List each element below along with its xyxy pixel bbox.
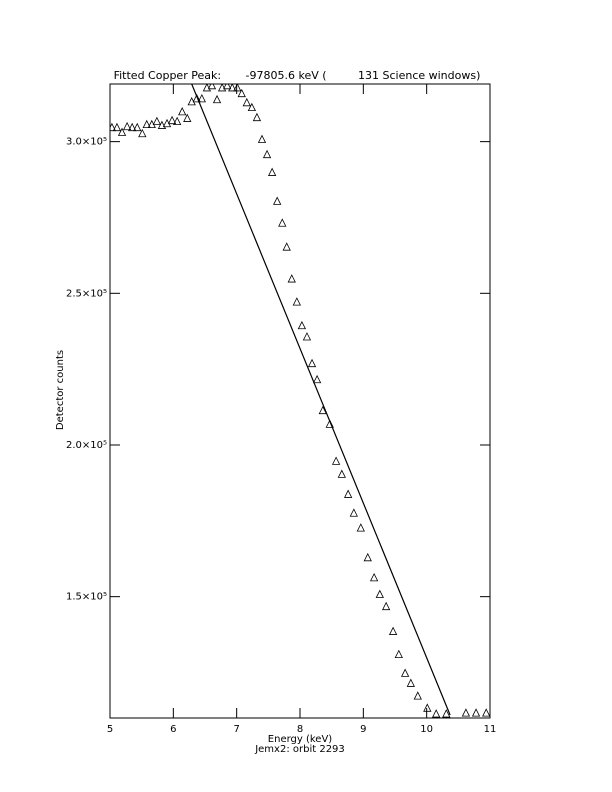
data-point [297, 320, 307, 330]
data-point [394, 649, 403, 658]
x-axis-label: Energy (keV) [268, 734, 333, 745]
data-point [413, 691, 422, 700]
y-tick-label: 2.5×10⁵ [66, 288, 107, 299]
x-tick-label: 10 [420, 724, 433, 735]
data-point [388, 626, 398, 635]
data-point [122, 121, 132, 131]
data-point [302, 332, 312, 341]
data-point [197, 93, 206, 103]
x-tick-label: 11 [484, 724, 497, 735]
data-point [442, 709, 451, 718]
x-tick-label: 9 [360, 724, 366, 735]
data-point [349, 508, 358, 517]
data-point [482, 708, 490, 717]
data-point [152, 116, 162, 126]
data-point [369, 572, 379, 582]
data-point [167, 115, 177, 125]
plot-area [110, 84, 490, 718]
data-point [157, 120, 167, 129]
data-point [432, 709, 441, 718]
data-point [202, 84, 212, 92]
data-point [278, 218, 287, 227]
x-tick-label: 7 [233, 724, 239, 735]
data-point [223, 84, 232, 90]
data-point [117, 127, 127, 136]
data-point [133, 122, 142, 132]
data-point [471, 708, 481, 717]
data-point [257, 134, 267, 143]
data-point [343, 489, 353, 498]
data-point [247, 102, 257, 112]
y-axis-label: Detector counts [55, 350, 66, 430]
data-point [252, 112, 262, 122]
x-axis-sublabel: Jemx2: orbit 2293 [254, 744, 345, 755]
data-point [142, 119, 151, 129]
data-point [228, 84, 237, 92]
y-tick-label: 3.0×10⁵ [66, 137, 107, 148]
y-tick-label: 2.0×10⁵ [66, 440, 107, 451]
fit-line [191, 84, 451, 716]
data-point [128, 122, 137, 132]
data-point [217, 84, 227, 92]
data-point [192, 93, 201, 103]
data-point [267, 167, 277, 176]
data-point [242, 97, 251, 107]
data-point [375, 589, 384, 598]
data-point [287, 274, 296, 283]
data-point [292, 297, 301, 306]
data-point [237, 88, 246, 98]
data-point [423, 703, 432, 712]
data-point [331, 456, 341, 465]
x-tick-label: 8 [297, 724, 303, 735]
data-point [337, 469, 346, 478]
data-point [381, 601, 391, 611]
data-point [318, 405, 327, 415]
data-point [356, 523, 365, 532]
data-point [138, 128, 147, 138]
data-point [112, 122, 122, 132]
data-point [312, 374, 322, 384]
data-point [110, 122, 117, 132]
data-point [461, 708, 471, 717]
data-point [172, 116, 182, 126]
data-point [183, 113, 192, 122]
data-point [273, 196, 282, 205]
data-point [406, 678, 415, 687]
data-point [212, 94, 222, 104]
chart-title: Fitted Copper Peak: -97805.6 keV ( 131 S… [114, 69, 481, 82]
data-point [207, 84, 217, 90]
data-point [282, 242, 291, 251]
data-point [363, 552, 372, 562]
x-tick-label: 6 [170, 724, 176, 735]
data-point [400, 668, 410, 677]
data-point [262, 149, 272, 159]
data-point [233, 84, 242, 92]
y-tick-label: 1.5×10⁵ [66, 592, 107, 603]
data-point [307, 358, 317, 368]
data-point [178, 107, 187, 116]
x-tick-label: 5 [107, 724, 113, 735]
